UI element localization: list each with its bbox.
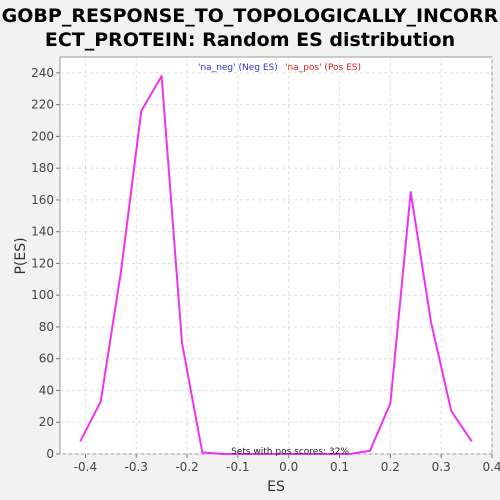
y-tick-label: 220: [31, 98, 54, 112]
x-tick-label: -0.3: [125, 460, 148, 474]
x-tick-label: 0.0: [279, 460, 298, 474]
chart-title-line-1: GOBP_RESPONSE_TO_TOPOLOGICALLY_INCORR: [2, 5, 499, 27]
x-tick-label: 0.1: [330, 460, 349, 474]
annotation-text: Sets with pos scores: 32%: [231, 447, 349, 457]
svg-text:'na_neg' (Neg ES): 'na_neg' (Neg ES): [198, 63, 278, 73]
legend: 'na_neg' (Neg ES) 'na_pos' (Pos ES): [198, 63, 361, 73]
x-axis-ticks: -0.4 -0.3 -0.2 -0.1 0.0 0.1 0.2 0.3 0.4: [74, 454, 500, 474]
x-tick-label: -0.1: [226, 460, 249, 474]
y-tick-label: 60: [39, 352, 54, 366]
x-tick-label: -0.2: [175, 460, 198, 474]
y-tick-label: 80: [39, 320, 54, 334]
legend-pos-label: 'na_pos' (Pos ES): [285, 63, 361, 73]
x-tick-label: 0.3: [432, 460, 451, 474]
y-tick-label: 40: [39, 383, 54, 397]
y-axis-ticks: 0 20 40 60 80 100 120 140 160 180 200 220 240: [31, 66, 60, 461]
y-tick-label: 160: [31, 193, 54, 207]
chart-title-line-2: ECT_PROTEIN: Random ES distribution: [45, 29, 455, 51]
legend-neg-label: 'na_neg' (Neg ES): [198, 63, 278, 73]
y-tick-label: 240: [31, 66, 54, 80]
svg-text:'na_pos' (Pos ES): 'na_pos' (Pos ES): [285, 63, 361, 73]
x-tick-label: 0.2: [381, 460, 400, 474]
series-line: [79, 75, 473, 455]
x-axis-label: ES: [267, 479, 285, 495]
y-tick-label: 100: [31, 288, 54, 302]
plot-area: [59, 56, 493, 455]
y-tick-label: 20: [39, 415, 54, 429]
y-tick-label: 120: [31, 256, 54, 270]
y-tick-label: 200: [31, 129, 54, 143]
x-tick-label: 0.4: [482, 460, 500, 474]
y-tick-label: 180: [31, 161, 54, 175]
x-tick-label: -0.4: [74, 460, 97, 474]
grid: [60, 57, 493, 455]
y-tick-label: 140: [31, 225, 54, 239]
y-axis-label: P(ES): [13, 237, 29, 274]
y-tick-label: 0: [46, 447, 54, 461]
